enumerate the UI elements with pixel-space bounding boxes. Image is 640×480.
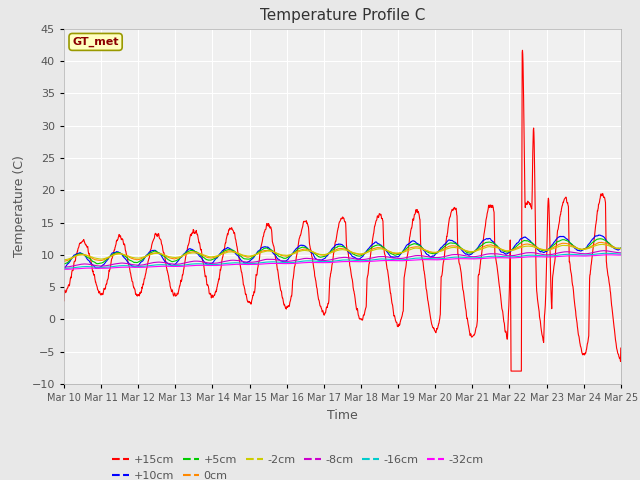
0cm xyxy=(598,240,605,245)
-8cm xyxy=(331,256,339,262)
0cm xyxy=(89,256,97,262)
-32cm xyxy=(60,266,68,272)
-2cm xyxy=(89,254,97,260)
+10cm xyxy=(88,262,96,267)
Line: -32cm: -32cm xyxy=(64,255,621,269)
-2cm xyxy=(617,246,625,252)
-32cm xyxy=(617,252,625,258)
0cm xyxy=(601,240,609,246)
+10cm xyxy=(316,257,324,263)
-16cm xyxy=(331,258,339,264)
-8cm xyxy=(601,248,609,253)
-32cm xyxy=(89,265,97,271)
+15cm xyxy=(617,345,625,351)
-32cm xyxy=(601,252,609,258)
-32cm xyxy=(331,259,339,265)
+10cm xyxy=(617,245,625,251)
+5cm xyxy=(601,237,609,243)
+5cm xyxy=(617,245,625,251)
-16cm xyxy=(601,251,609,256)
Text: GT_met: GT_met xyxy=(72,37,119,47)
+15cm xyxy=(60,298,68,304)
-2cm xyxy=(601,242,609,248)
+10cm xyxy=(331,243,339,249)
-16cm xyxy=(602,251,610,256)
0cm xyxy=(617,245,625,251)
-16cm xyxy=(316,259,324,264)
-8cm xyxy=(602,248,609,253)
-16cm xyxy=(60,265,68,271)
Line: 0cm: 0cm xyxy=(64,242,621,261)
-32cm xyxy=(316,260,324,265)
-2cm xyxy=(499,247,506,253)
+10cm xyxy=(499,249,506,255)
+10cm xyxy=(596,232,604,238)
-8cm xyxy=(600,248,607,253)
+5cm xyxy=(88,258,96,264)
+15cm xyxy=(601,197,609,203)
0cm xyxy=(60,258,68,264)
+15cm xyxy=(331,243,339,249)
X-axis label: Time: Time xyxy=(327,408,358,421)
0cm xyxy=(331,248,339,253)
-32cm xyxy=(499,255,506,261)
-8cm xyxy=(60,264,68,270)
Legend: +15cm, +10cm, +5cm, 0cm, -2cm, -8cm, -16cm, -32cm: +15cm, +10cm, +5cm, 0cm, -2cm, -8cm, -16… xyxy=(108,451,488,480)
+15cm xyxy=(316,303,324,309)
Y-axis label: Temperature (C): Temperature (C) xyxy=(13,156,26,257)
Line: -2cm: -2cm xyxy=(64,244,621,260)
-32cm xyxy=(604,252,612,258)
+10cm xyxy=(60,265,68,271)
-2cm xyxy=(331,249,339,254)
-16cm xyxy=(601,251,609,256)
-8cm xyxy=(617,250,625,256)
Line: -16cm: -16cm xyxy=(64,253,621,268)
-32cm xyxy=(60,266,68,272)
-8cm xyxy=(499,252,506,258)
Line: +5cm: +5cm xyxy=(64,239,621,264)
+15cm xyxy=(88,267,96,273)
+5cm xyxy=(331,245,339,251)
-8cm xyxy=(61,264,68,270)
+10cm xyxy=(601,235,609,241)
-2cm xyxy=(60,257,68,263)
+15cm xyxy=(499,307,506,313)
-2cm xyxy=(602,242,609,248)
-2cm xyxy=(316,252,324,257)
Line: +15cm: +15cm xyxy=(64,50,621,371)
+15cm xyxy=(508,368,515,374)
+5cm xyxy=(597,236,605,241)
0cm xyxy=(316,252,324,258)
0cm xyxy=(61,258,68,264)
-2cm xyxy=(598,241,606,247)
+5cm xyxy=(60,261,68,267)
+15cm xyxy=(602,199,609,204)
-2cm xyxy=(60,257,68,263)
-16cm xyxy=(499,254,506,260)
-16cm xyxy=(617,251,625,257)
+5cm xyxy=(499,248,506,253)
0cm xyxy=(499,247,506,252)
-8cm xyxy=(316,257,324,263)
+10cm xyxy=(601,236,609,241)
Line: +10cm: +10cm xyxy=(64,235,621,268)
-16cm xyxy=(89,264,97,270)
+5cm xyxy=(601,237,609,243)
Title: Temperature Profile C: Temperature Profile C xyxy=(260,9,425,24)
-32cm xyxy=(601,252,609,258)
-8cm xyxy=(89,262,97,268)
-16cm xyxy=(62,265,70,271)
+5cm xyxy=(316,254,324,260)
Line: -8cm: -8cm xyxy=(64,251,621,267)
0cm xyxy=(602,240,609,246)
+15cm xyxy=(518,48,526,53)
